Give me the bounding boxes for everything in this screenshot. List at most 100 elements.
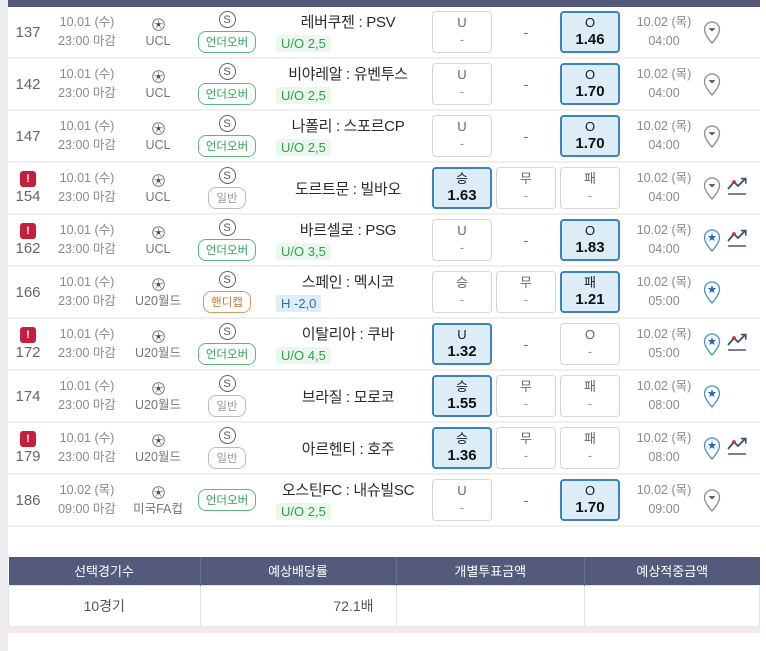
- bet-option-button[interactable]: 무-: [496, 167, 556, 209]
- deadline-date: 10.01 (수): [59, 67, 115, 82]
- row-icons-cell: [700, 19, 760, 46]
- match-number-cell: ! 172: [8, 327, 48, 361]
- bet-option-label: 승: [456, 275, 468, 291]
- soccer-ball-icon: [151, 17, 165, 31]
- bet-option-button[interactable]: O 1.46: [560, 11, 620, 53]
- pin-star-icon[interactable]: [700, 435, 724, 462]
- result-time: 04:00: [648, 34, 680, 48]
- bet-option-button[interactable]: 패 1.21: [560, 271, 620, 313]
- bet-option-button[interactable]: 무-: [496, 375, 556, 417]
- result-date: 10.02 (목): [636, 119, 692, 134]
- result-date: 10.02 (목): [636, 483, 692, 498]
- odds-chart-icon[interactable]: [725, 434, 751, 458]
- bet-option-button[interactable]: U-: [432, 115, 492, 157]
- bet-option-button[interactable]: 승 1.36: [432, 427, 492, 469]
- bet-option-button[interactable]: 승-: [432, 271, 492, 313]
- deadline-time: 23:00 마감: [58, 346, 116, 360]
- bet-option-button[interactable]: U-: [432, 479, 492, 521]
- bet-option-label: 승: [456, 430, 468, 446]
- bet-option-label: 패: [584, 431, 596, 447]
- bet-options-cell: U - - O 1.70: [432, 115, 628, 157]
- odds-chart-icon[interactable]: [725, 226, 751, 250]
- bet-option-label: O: [584, 327, 596, 343]
- bet-option-label: 무: [520, 431, 532, 447]
- bet-option-button[interactable]: U 1.32: [432, 323, 492, 365]
- odds-chart-icon[interactable]: [725, 330, 751, 354]
- pin-star-icon[interactable]: [700, 227, 724, 254]
- pin-star-icon[interactable]: [700, 279, 724, 306]
- bet-option-button[interactable]: O 1.70: [560, 63, 620, 105]
- result-date: 10.02 (목): [636, 379, 692, 394]
- result-date: 10.02 (목): [636, 67, 692, 82]
- pin-caret-icon[interactable]: [700, 123, 724, 150]
- deadline-cell: 10.01 (수) 23:00 마감: [48, 117, 126, 155]
- deadline-date: 10.01 (수): [59, 119, 115, 134]
- bet-option-odds: -: [459, 499, 465, 516]
- match-row: 147 10.01 (수) 23:00 마감 UCL S 언더오버 나폴리 : …: [8, 111, 760, 163]
- bet-option-odds: -: [523, 187, 529, 204]
- pin-caret-icon[interactable]: [700, 19, 724, 46]
- team-names: 스페인 : 멕시코: [301, 274, 395, 291]
- bet-option-button[interactable]: O-: [560, 323, 620, 365]
- deadline-time: 23:00 마감: [58, 294, 116, 308]
- bet-option-label: O: [584, 14, 596, 30]
- result-date: 10.02 (목): [636, 15, 692, 30]
- deadline-cell: 10.01 (수) 23:00 마감: [48, 377, 126, 415]
- result-time: 08:00: [648, 398, 680, 412]
- bet-option-button[interactable]: U-: [432, 63, 492, 105]
- pin-caret-icon[interactable]: [700, 71, 724, 98]
- bet-option-button[interactable]: O 1.83: [560, 219, 620, 261]
- match-number-cell: 174: [8, 388, 48, 405]
- bet-options-cell: 승 1.36 무 - 패 -: [432, 427, 628, 469]
- bet-option-button[interactable]: 승 1.63: [432, 167, 492, 209]
- bet-option-button[interactable]: 무-: [496, 271, 556, 313]
- bet-option-label: U: [457, 326, 467, 342]
- result-time: 04:00: [648, 86, 680, 100]
- pin-star-icon[interactable]: [700, 331, 724, 358]
- bet-option-odds: 1.83: [575, 238, 605, 256]
- bet-option-odds: -: [587, 395, 593, 412]
- bet-option-label: O: [584, 66, 596, 82]
- bet-option-button[interactable]: 무-: [496, 427, 556, 469]
- team-names: 바르셀로 : PSG: [299, 222, 397, 239]
- bet-option-odds: 1.36: [447, 446, 477, 464]
- bet-dash: -: [523, 128, 529, 144]
- match-number: 174: [15, 387, 41, 405]
- soccer-ball-icon: [151, 329, 165, 343]
- bet-option-label: 승: [456, 378, 468, 394]
- bet-option-button[interactable]: 패-: [560, 427, 620, 469]
- result-date: 10.02 (목): [636, 431, 692, 446]
- deadline-cell: 10.01 (수) 23:00 마감: [48, 169, 126, 207]
- teams-cell: 나폴리 : 스포르CP U/O 2,5: [264, 115, 432, 157]
- bet-option-button[interactable]: 패-: [560, 375, 620, 417]
- match-row: 142 10.01 (수) 23:00 마감 UCL S 언더오버 비야레알 :…: [8, 59, 760, 111]
- match-number: 147: [15, 127, 41, 145]
- bet-type-badge: 핸디캡: [203, 291, 251, 313]
- bet-option-button[interactable]: O 1.70: [560, 479, 620, 521]
- summary-header-expected-odds: 예상배당률: [200, 557, 397, 585]
- bet-option-button[interactable]: 승 1.55: [432, 375, 492, 417]
- single-s-icon: S: [218, 11, 236, 28]
- pin-star-icon[interactable]: [700, 383, 724, 410]
- bet-option-label: O: [584, 118, 596, 134]
- match-number: 166: [15, 283, 41, 301]
- bet-option-button[interactable]: U-: [432, 219, 492, 261]
- match-number: 186: [15, 491, 41, 509]
- bet-option-button[interactable]: O 1.70: [560, 115, 620, 157]
- line-value: U/O 2,5: [276, 87, 331, 104]
- line-value: H -2,0: [276, 295, 322, 312]
- result-time-cell: 10.02 (목) 08:00: [628, 429, 700, 467]
- expected-winnings-value: [584, 584, 760, 627]
- bet-option-button[interactable]: U-: [432, 11, 492, 53]
- odds-chart-icon[interactable]: [725, 174, 751, 198]
- deadline-cell: 10.01 (수) 23:00 마감: [48, 65, 126, 103]
- league-name: UCL: [145, 189, 171, 204]
- match-number-cell: 142: [8, 76, 48, 93]
- deadline-date: 10.01 (수): [59, 15, 115, 30]
- pin-caret-icon[interactable]: [700, 175, 724, 202]
- pin-caret-icon[interactable]: [700, 487, 724, 514]
- bet-option-odds: -: [523, 395, 529, 412]
- league-cell: UCL: [126, 172, 190, 205]
- team-names: 도르트문 : 빌바오: [294, 180, 402, 198]
- bet-option-button[interactable]: 패-: [560, 167, 620, 209]
